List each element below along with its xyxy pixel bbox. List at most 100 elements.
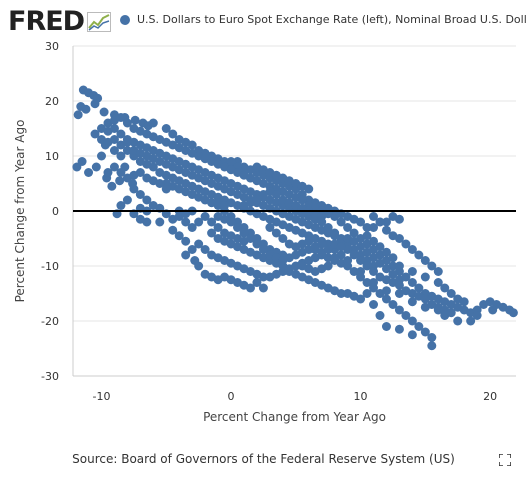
- scatter-point[interactable]: [369, 253, 379, 263]
- scatter-point[interactable]: [304, 184, 314, 194]
- scatter-point[interactable]: [155, 179, 165, 188]
- scatter-point[interactable]: [207, 217, 217, 227]
- scatter-point[interactable]: [200, 245, 210, 254]
- scatter-point[interactable]: [330, 231, 340, 241]
- scatter-point[interactable]: [369, 223, 379, 232]
- scatter-point[interactable]: [122, 118, 132, 128]
- scatter-point[interactable]: [356, 294, 366, 304]
- scatter-point[interactable]: [135, 190, 145, 199]
- scatter-point[interactable]: [317, 212, 327, 221]
- scatter-point[interactable]: [420, 327, 430, 337]
- scatter-point[interactable]: [508, 308, 518, 318]
- scatter-point[interactable]: [155, 217, 165, 227]
- scatter-point[interactable]: [116, 201, 126, 210]
- scatter-point[interactable]: [252, 239, 262, 249]
- scatter-point[interactable]: [122, 137, 132, 147]
- scatter-point[interactable]: [142, 217, 152, 227]
- scatter-point[interactable]: [343, 256, 353, 265]
- scatter-point[interactable]: [407, 330, 417, 340]
- scatter-point[interactable]: [73, 110, 83, 120]
- scatter-point[interactable]: [488, 305, 498, 315]
- scatter-point[interactable]: [194, 261, 204, 271]
- scatter-point[interactable]: [174, 231, 184, 241]
- scatter-point[interactable]: [407, 245, 417, 254]
- scatter-point[interactable]: [414, 283, 424, 293]
- scatter-point[interactable]: [407, 278, 417, 287]
- scatter-chart[interactable]: -30 -20 -10 0 10 20 30 -10 0 10 20 Percent Change f…: [0, 0, 527, 445]
- scatter-point[interactable]: [122, 195, 132, 205]
- scatter-point[interactable]: [129, 184, 139, 194]
- scatter-point[interactable]: [427, 341, 437, 351]
- scatter-point[interactable]: [116, 168, 126, 177]
- fullscreen-expand-icon[interactable]: [499, 454, 511, 466]
- scatter-point[interactable]: [356, 267, 366, 276]
- scatter-point[interactable]: [116, 129, 126, 139]
- scatter-point[interactable]: [278, 256, 288, 265]
- scatter-point[interactable]: [381, 322, 391, 331]
- scatter-point[interactable]: [317, 239, 327, 249]
- scatter-point[interactable]: [297, 195, 307, 205]
- scatter-point[interactable]: [349, 236, 359, 246]
- scatter-point[interactable]: [115, 176, 125, 186]
- scatter-point[interactable]: [233, 223, 243, 232]
- scatter-point[interactable]: [330, 253, 340, 263]
- scatter-point[interactable]: [381, 247, 391, 257]
- scatter-point[interactable]: [394, 275, 404, 285]
- scatter-point[interactable]: [142, 195, 152, 205]
- scatter-point[interactable]: [362, 223, 372, 232]
- scatter-point[interactable]: [304, 236, 314, 246]
- scatter-point[interactable]: [252, 278, 262, 287]
- scatter-point[interactable]: [271, 190, 281, 199]
- scatter-point[interactable]: [258, 283, 268, 293]
- scatter-point[interactable]: [343, 223, 353, 232]
- scatter-point[interactable]: [336, 242, 346, 252]
- scatter-point[interactable]: [388, 253, 398, 263]
- scatter-point[interactable]: [433, 267, 443, 276]
- scatter-point[interactable]: [161, 184, 171, 194]
- scatter-point[interactable]: [381, 286, 391, 296]
- scatter-point[interactable]: [388, 212, 398, 221]
- fred-logo[interactable]: FRED: [8, 6, 112, 37]
- scatter-point[interactable]: [207, 198, 217, 208]
- scatter-point[interactable]: [116, 113, 126, 122]
- scatter-point[interactable]: [381, 264, 391, 274]
- scatter-point[interactable]: [77, 157, 87, 166]
- scatter-point[interactable]: [446, 308, 456, 318]
- scatter-point[interactable]: [362, 289, 372, 298]
- scatter-point[interactable]: [107, 181, 117, 191]
- scatter-point[interactable]: [187, 140, 197, 150]
- scatter-point[interactable]: [394, 261, 404, 271]
- scatter-point[interactable]: [181, 236, 191, 246]
- scatter-point[interactable]: [459, 297, 469, 307]
- scatter-point[interactable]: [181, 250, 191, 260]
- scatter-point[interactable]: [420, 294, 430, 304]
- scatter-point[interactable]: [109, 135, 119, 144]
- scatter-point[interactable]: [453, 316, 463, 326]
- scatter-point[interactable]: [252, 195, 262, 205]
- scatter-point[interactable]: [375, 217, 385, 227]
- scatter-point[interactable]: [96, 151, 106, 161]
- scatter-point[interactable]: [375, 242, 385, 252]
- scatter-point[interactable]: [265, 223, 275, 232]
- scatter-point[interactable]: [407, 297, 417, 307]
- scatter-point[interactable]: [381, 294, 391, 304]
- scatter-point[interactable]: [381, 225, 391, 235]
- scatter-point[interactable]: [278, 234, 288, 243]
- scatter-point[interactable]: [388, 300, 398, 309]
- scatter-point[interactable]: [433, 278, 443, 287]
- scatter-point[interactable]: [81, 104, 91, 114]
- scatter-point[interactable]: [362, 261, 372, 271]
- scatter-point[interactable]: [427, 333, 437, 342]
- scatter-point[interactable]: [369, 236, 379, 246]
- scatter-point[interactable]: [168, 225, 178, 235]
- scatter-point[interactable]: [103, 168, 113, 177]
- scatter-point[interactable]: [369, 278, 379, 287]
- scatter-point[interactable]: [226, 157, 236, 166]
- scatter-point[interactable]: [356, 256, 366, 265]
- scatter-point[interactable]: [394, 324, 404, 334]
- scatter-point[interactable]: [394, 234, 404, 243]
- scatter-point[interactable]: [220, 201, 230, 210]
- scatter-point[interactable]: [349, 267, 359, 276]
- scatter-point[interactable]: [226, 217, 236, 227]
- scatter-point[interactable]: [427, 261, 437, 271]
